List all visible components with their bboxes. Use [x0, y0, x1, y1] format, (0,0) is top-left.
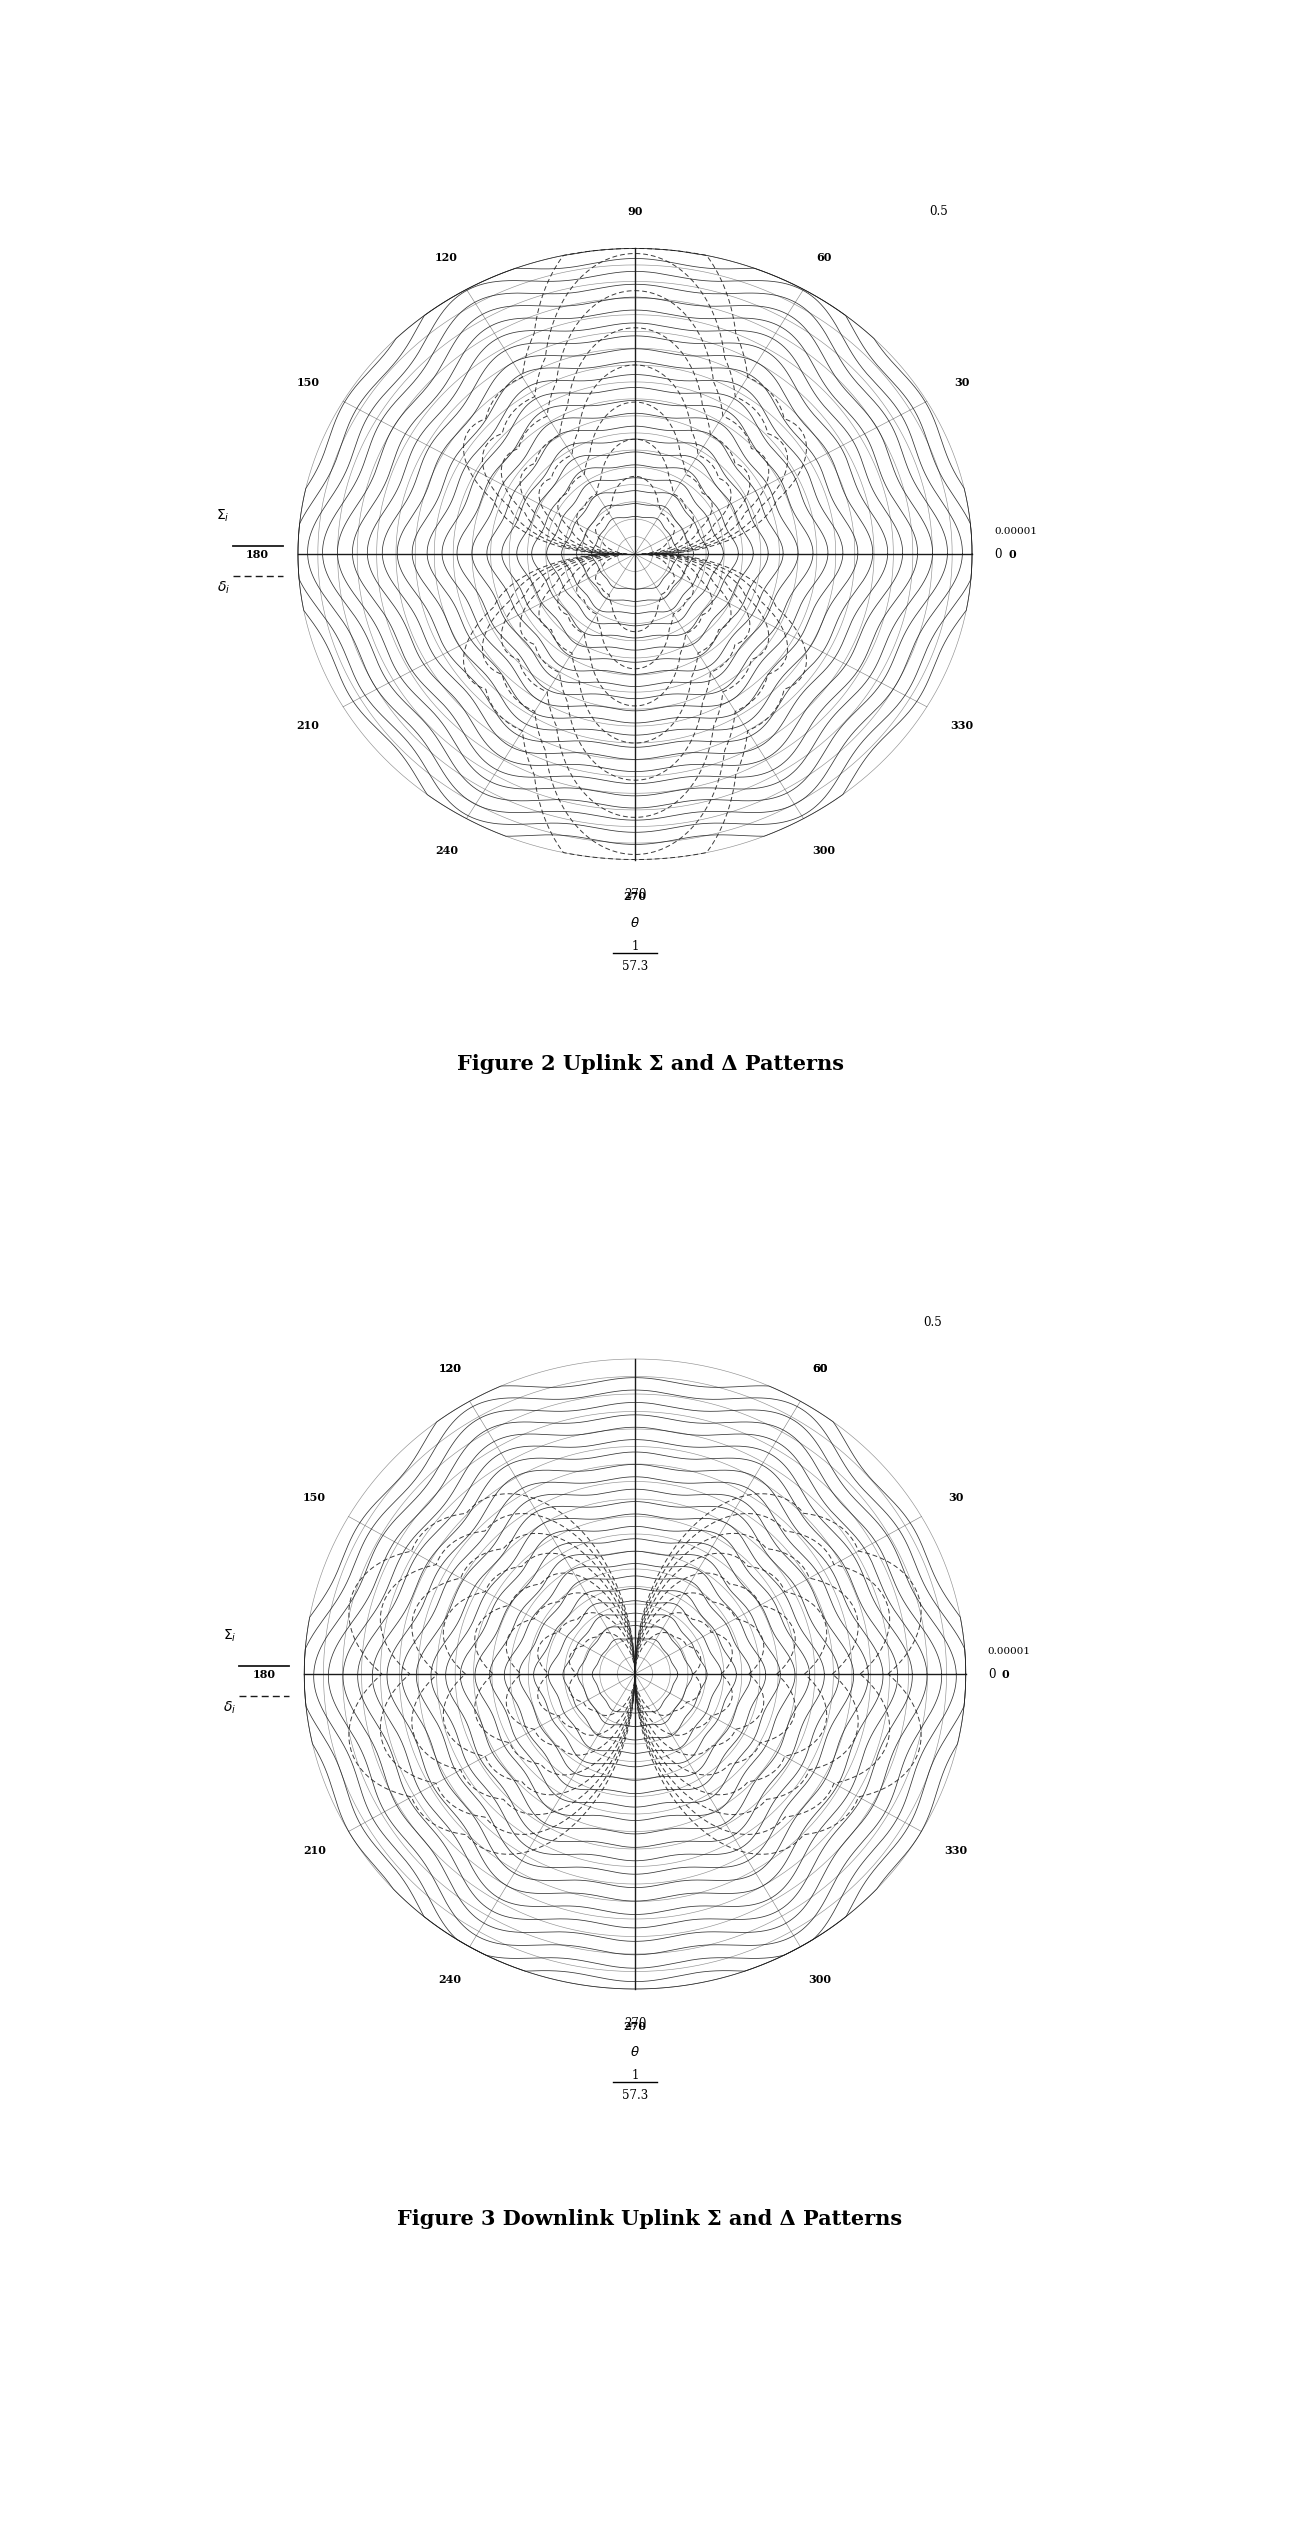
Text: 330: 330	[944, 1845, 968, 1855]
Text: 150: 150	[303, 1493, 326, 1503]
Text: 0: 0	[994, 547, 1001, 560]
Text: 270: 270	[623, 892, 647, 902]
Text: 0.5: 0.5	[923, 1315, 941, 1328]
Text: 180: 180	[246, 547, 269, 560]
Text: 150: 150	[296, 378, 319, 388]
Text: 270: 270	[623, 887, 647, 900]
Text: 180: 180	[253, 1667, 276, 1680]
Text: 270: 270	[623, 2022, 647, 2032]
Text: 1: 1	[631, 2068, 639, 2083]
Text: 30: 30	[948, 1493, 964, 1503]
Text: 330: 330	[951, 720, 974, 730]
Text: 240: 240	[434, 844, 458, 856]
Text: $\Sigma_i$: $\Sigma_i$	[216, 507, 230, 525]
Text: 60: 60	[816, 251, 832, 264]
Text: 0: 0	[987, 1667, 995, 1680]
Text: 0.5: 0.5	[928, 205, 948, 218]
Text: 57.3: 57.3	[622, 960, 648, 973]
Text: $\delta_i$: $\delta_i$	[216, 580, 230, 595]
Text: 210: 210	[296, 720, 319, 730]
Text: 1: 1	[631, 940, 639, 953]
Text: 60: 60	[812, 1363, 828, 1373]
Text: 30: 30	[955, 378, 970, 388]
Text: 240: 240	[438, 1974, 462, 1984]
Text: 300: 300	[808, 1974, 832, 1984]
Text: Figure 3 Downlink Uplink Σ and Δ Patterns: Figure 3 Downlink Uplink Σ and Δ Pattern…	[398, 2210, 902, 2230]
Text: 120: 120	[438, 1363, 462, 1373]
Text: $\theta$: $\theta$	[630, 915, 640, 930]
Text: 57.3: 57.3	[622, 2088, 648, 2103]
Text: 0: 0	[1001, 1667, 1009, 1680]
Text: 0.00001: 0.00001	[987, 1647, 1030, 1657]
Text: $\theta$: $\theta$	[630, 2045, 640, 2060]
Text: 210: 210	[303, 1845, 326, 1855]
Text: 0.00001: 0.00001	[994, 527, 1037, 537]
Text: $\delta_i$: $\delta_i$	[223, 1700, 236, 1716]
Text: 300: 300	[812, 844, 836, 856]
Text: 270: 270	[623, 2017, 647, 2030]
Text: 60: 60	[812, 1363, 828, 1373]
Text: 120: 120	[438, 1363, 462, 1373]
Text: 90: 90	[627, 205, 643, 218]
Text: $\Sigma_i$: $\Sigma_i$	[223, 1627, 236, 1645]
Text: 0: 0	[1009, 547, 1016, 560]
Text: 120: 120	[434, 251, 458, 264]
Text: Figure 2 Uplink Σ and Δ Patterns: Figure 2 Uplink Σ and Δ Patterns	[456, 1054, 844, 1074]
